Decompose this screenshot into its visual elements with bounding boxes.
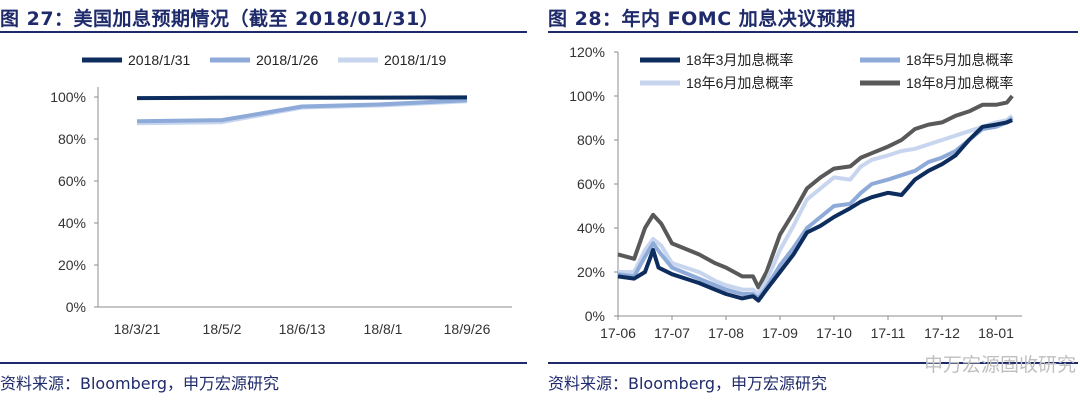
source-rule [548, 362, 1078, 364]
x-tick-label: 18-01 [978, 325, 1014, 341]
title-rule [0, 31, 527, 33]
x-tick-label: 18/5/2 [203, 321, 242, 337]
figure-27-source: 资料来源：Bloomberg，申万宏源研究 [0, 374, 280, 393]
series-line [617, 118, 1013, 303]
legend-label: 2018/1/31 [128, 52, 190, 68]
figure-28-title: 图 28：年内 FOMC 加息决议预期 [548, 8, 856, 30]
series-line [617, 116, 1014, 301]
legend-label: 18年8月加息概率 [906, 75, 1013, 91]
y-tick-label: 0% [66, 299, 86, 315]
figure-27-chart: 0% 20% 40% 60% 80% 100% 18/3/21 18/5/2 18/6/13 18… [50, 52, 512, 337]
y-tick-label: 20% [577, 264, 605, 280]
x-tick-label: 17-09 [762, 325, 798, 341]
y-tick-label: 100% [569, 88, 605, 104]
y-tick-label: 40% [58, 215, 86, 231]
source-rule [0, 362, 527, 364]
x-tick-label: 17-10 [816, 325, 852, 341]
legend-label: 18年6月加息概率 [686, 75, 793, 91]
x-tick-label: 18/9/26 [444, 321, 491, 337]
figure-27-title: 图 27：美国加息预期情况（截至 2018/01/31） [0, 8, 440, 30]
legend-label: 2018/1/26 [256, 52, 318, 68]
watermark-text: 申万宏源固收研究 [923, 354, 1076, 376]
y-tick-label: 80% [58, 131, 86, 147]
x-tick-label: 18/3/21 [114, 321, 161, 337]
x-tick-label: 17-12 [924, 325, 960, 341]
x-tick-label: 17-07 [654, 325, 690, 341]
x-tick-label: 18/6/13 [279, 321, 326, 337]
y-tick-label: 120% [569, 44, 605, 60]
y-tick-label: 40% [577, 220, 605, 236]
y-tick-label: 100% [50, 89, 86, 105]
figure-27-panel: 图 27：美国加息预期情况（截至 2018/01/31） 0% 20% 40% 60%… [0, 0, 530, 411]
x-tick-label: 17-11 [871, 325, 906, 341]
y-tick-label: 60% [58, 173, 86, 189]
figure-28-panel: 图 28：年内 FOMC 加息决议预期 0% 20% 40% 60% 80% 100% 12… [548, 0, 1080, 411]
figure-28-chart: 0% 20% 40% 60% 80% 100% 120% 17-06 17-07 17-08 17-… [569, 44, 1022, 341]
series-line [136, 98, 468, 124]
title-rule [548, 31, 1078, 33]
x-tick-label: 17-06 [600, 325, 636, 341]
legend-label: 18年5月加息概率 [906, 52, 1013, 68]
series-line [136, 95, 468, 101]
y-tick-label: 20% [58, 257, 86, 273]
series-line [618, 114, 1014, 296]
x-tick-label: 17-08 [708, 325, 744, 341]
legend-label: 2018/1/19 [384, 52, 446, 68]
y-tick-label: 80% [577, 132, 605, 148]
y-tick-label: 0% [585, 308, 605, 324]
figure-28-source: 资料来源：Bloomberg，申万宏源研究 [548, 374, 828, 393]
legend-label: 18年3月加息概率 [686, 52, 793, 68]
series-line [617, 94, 1014, 290]
y-tick-label: 60% [577, 176, 605, 192]
x-tick-label: 18/8/1 [364, 321, 403, 337]
